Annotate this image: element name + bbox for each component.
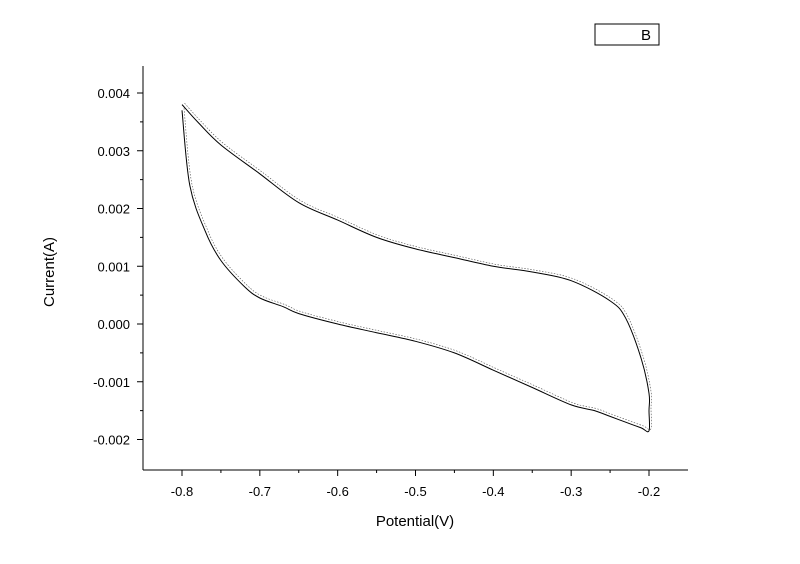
x-tick-label: -0.7 [249,484,271,499]
x-tick-label: -0.3 [560,484,582,499]
y-tick-label: 0.002 [97,202,130,217]
y-tick-label: 0.000 [97,317,130,332]
legend-entry-label: B [641,27,651,44]
y-tick-label: 0.004 [97,86,130,101]
y-axis-title: Current(A) [41,237,58,307]
x-tick-label: -0.4 [482,484,504,499]
legend: B [594,23,660,46]
y-tick-label: 0.001 [97,259,130,274]
x-tick-label: -0.6 [326,484,348,499]
x-tick-label: -0.2 [638,484,660,499]
x-tick-label: -0.5 [404,484,426,499]
series-line-B-cycle2 [183,102,652,431]
x-ticks: -0.8 -0.7 -0.6 -0.5 -0.4 -0.3 -0.2 [171,470,660,499]
y-ticks: -0.002 -0.001 0.000 0.001 0.002 0.003 0.004 [93,86,143,448]
x-axis-title: Potential(V) [376,513,454,530]
y-tick-label: 0.003 [97,144,130,159]
y-tick-label: -0.002 [93,433,130,448]
series-layer [181,102,652,433]
legend-box [594,23,660,46]
x-tick-label: -0.8 [171,484,193,499]
y-tick-label: -0.001 [93,375,130,390]
series-line-B [181,104,651,433]
